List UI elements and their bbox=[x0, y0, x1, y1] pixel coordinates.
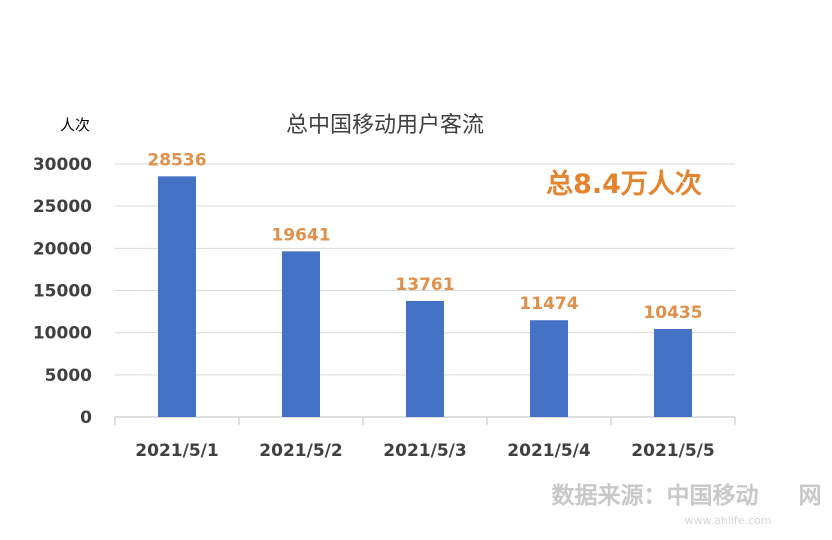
y-tick-label: 0 bbox=[80, 408, 92, 428]
data-source-note: 数据来源：中国移动 bbox=[552, 483, 759, 509]
y-tick-label: 25000 bbox=[33, 197, 92, 217]
bar bbox=[654, 328, 692, 417]
x-tick-label: 2021/5/4 bbox=[507, 441, 591, 461]
data-label: 28536 bbox=[147, 150, 206, 170]
data-label: 19641 bbox=[271, 225, 330, 245]
y-axis-ticks: 0 5000 10000 15000 20000 25000 30000 bbox=[33, 155, 92, 428]
watermark-url: www.ahlife.com bbox=[685, 514, 772, 527]
bar bbox=[406, 300, 444, 417]
bar bbox=[530, 320, 568, 417]
watermark-char: 网 bbox=[799, 483, 822, 509]
x-tick-label: 2021/5/3 bbox=[383, 441, 466, 461]
data-label: 11474 bbox=[519, 294, 578, 314]
y-tick-label: 20000 bbox=[33, 239, 92, 259]
x-axis-ticks: 2021/5/1 2021/5/2 2021/5/3 2021/5/4 2021/5/5 bbox=[135, 441, 714, 461]
bar bbox=[158, 176, 196, 417]
y-tick-label: 15000 bbox=[33, 282, 92, 302]
x-tick-label: 2021/5/5 bbox=[631, 441, 714, 461]
total-annotation: 总8.4万人次 bbox=[546, 169, 702, 200]
x-tick-label: 2021/5/1 bbox=[135, 441, 218, 461]
bar bbox=[282, 251, 320, 417]
y-axis-unit: 人次 bbox=[60, 116, 90, 134]
data-labels: 28536 19641 13761 11474 10435 bbox=[147, 150, 702, 323]
bars bbox=[158, 176, 692, 417]
y-tick-label: 10000 bbox=[33, 324, 92, 344]
data-label: 10435 bbox=[643, 303, 702, 323]
x-tick-label: 2021/5/2 bbox=[259, 441, 342, 461]
y-tick-label: 5000 bbox=[45, 366, 92, 386]
chart-title: 总中国移动用户客流 bbox=[286, 113, 484, 138]
gridlines bbox=[114, 163, 736, 425]
data-label: 13761 bbox=[395, 275, 454, 295]
y-tick-label: 30000 bbox=[33, 155, 92, 175]
